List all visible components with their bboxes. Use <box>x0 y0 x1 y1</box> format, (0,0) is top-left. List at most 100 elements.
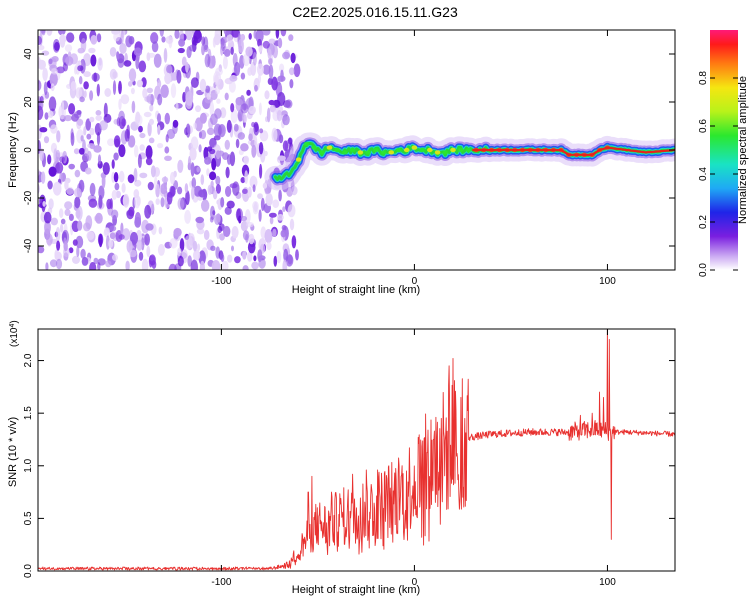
noise-blob <box>136 79 143 88</box>
noise-blob <box>219 107 227 119</box>
noise-blob <box>262 64 271 75</box>
trace-peak <box>311 145 317 150</box>
noise-blob <box>229 75 238 82</box>
noise-blob <box>157 124 161 135</box>
noise-blob <box>97 233 104 246</box>
noise-blob <box>257 63 264 76</box>
noise-blob <box>157 113 161 123</box>
noise-blob <box>173 227 182 237</box>
noise-blob <box>83 81 89 90</box>
noise-blob <box>257 38 262 47</box>
noise-blob <box>79 96 85 103</box>
noise-blob <box>161 176 169 183</box>
spectrogram-x-axis: -100 0 100 <box>211 30 616 287</box>
noise-blob <box>73 187 82 198</box>
noise-blob <box>75 208 81 219</box>
noise-blob <box>252 184 256 193</box>
noise-blob <box>60 223 64 233</box>
noise-blob <box>266 241 272 251</box>
noise-blob <box>86 231 95 241</box>
noise-blob <box>198 144 202 153</box>
trace-peak <box>334 147 340 153</box>
noise-blob <box>95 115 102 121</box>
noise-blob <box>150 165 156 178</box>
noise-blob <box>147 181 154 191</box>
noise-blob <box>184 183 189 193</box>
noise-blob <box>157 244 165 256</box>
noise-blob <box>257 73 261 84</box>
noise-blob <box>235 138 240 149</box>
noise-blob <box>249 175 258 189</box>
noise-blob <box>154 176 158 190</box>
noise-blob <box>160 197 165 208</box>
noise-blob <box>59 33 66 48</box>
colorbar: 0.0 0.2 0.4 0.6 0.8 Normalized spectral ampl… <box>698 30 749 277</box>
noise-blob <box>237 38 245 54</box>
noise-blob <box>48 198 54 210</box>
noise-blob <box>210 245 216 251</box>
noise-blob <box>224 206 232 215</box>
noise-blob <box>86 133 92 140</box>
y-tick-label: 2.0 <box>23 353 34 367</box>
trace-peak <box>388 150 395 155</box>
noise-blob <box>200 174 205 186</box>
noise-blob <box>185 91 194 106</box>
noise-blob <box>248 33 252 40</box>
noise-blob <box>245 222 254 228</box>
noise-blob <box>267 48 272 60</box>
noise-blob <box>185 30 193 41</box>
noise-blob <box>272 199 280 208</box>
noise-blob <box>291 235 297 249</box>
noise-blob <box>83 126 87 136</box>
noise-blob <box>120 94 130 105</box>
trace-red-core <box>472 146 675 156</box>
trace-peak <box>396 147 402 153</box>
noise-blob <box>97 262 101 270</box>
noise-blob <box>148 137 155 144</box>
noise-blob <box>99 120 108 131</box>
noise-blob <box>50 68 58 75</box>
noise-blob <box>215 175 221 186</box>
noise-blob <box>39 127 48 133</box>
noise-blob <box>184 235 193 250</box>
noise-blob <box>207 184 213 195</box>
noise-blob <box>237 132 245 140</box>
noise-blob <box>89 143 96 150</box>
noise-blob <box>114 182 120 191</box>
snr-y-axis: 0.0 0.5 1.0 1.5 2.0 <box>23 353 675 578</box>
noise-blob <box>107 254 111 261</box>
noise-blob <box>157 93 163 106</box>
noise-blob <box>55 258 63 270</box>
noise-blob <box>138 251 144 261</box>
noise-blob <box>116 117 121 127</box>
y-tick-label: 1.0 <box>23 458 34 472</box>
noise-blob <box>223 30 231 36</box>
noise-blob <box>177 247 182 257</box>
noise-blob <box>177 197 185 210</box>
noise-blob <box>201 36 206 46</box>
snr-x-label: Height of straight line (km) <box>292 584 420 596</box>
spectrogram-panel: -100 0 100 -40 -20 0 20 40 Height of straight … <box>7 29 676 296</box>
noise-blob <box>262 30 271 36</box>
noise-blob <box>268 57 273 65</box>
trace-peak <box>303 141 310 147</box>
noise-blob <box>172 119 179 128</box>
noise-blob <box>55 149 61 161</box>
noise-blob <box>112 254 118 261</box>
noise-blob <box>210 205 215 221</box>
noise-blob <box>164 112 170 125</box>
noise-blob <box>276 110 282 122</box>
noise-blob <box>97 57 103 71</box>
noise-blob <box>264 229 273 244</box>
noise-blob <box>48 166 57 177</box>
x-tick-label: -100 <box>211 276 231 287</box>
noise-blob <box>287 254 293 265</box>
noise-blob <box>264 90 270 100</box>
noise-blob <box>219 233 225 241</box>
noise-blob <box>134 114 143 126</box>
noise-blob <box>44 220 51 235</box>
noise-blob <box>123 60 132 67</box>
noise-blob <box>295 249 299 261</box>
noise-blob <box>190 162 195 177</box>
noise-blob <box>64 44 73 52</box>
